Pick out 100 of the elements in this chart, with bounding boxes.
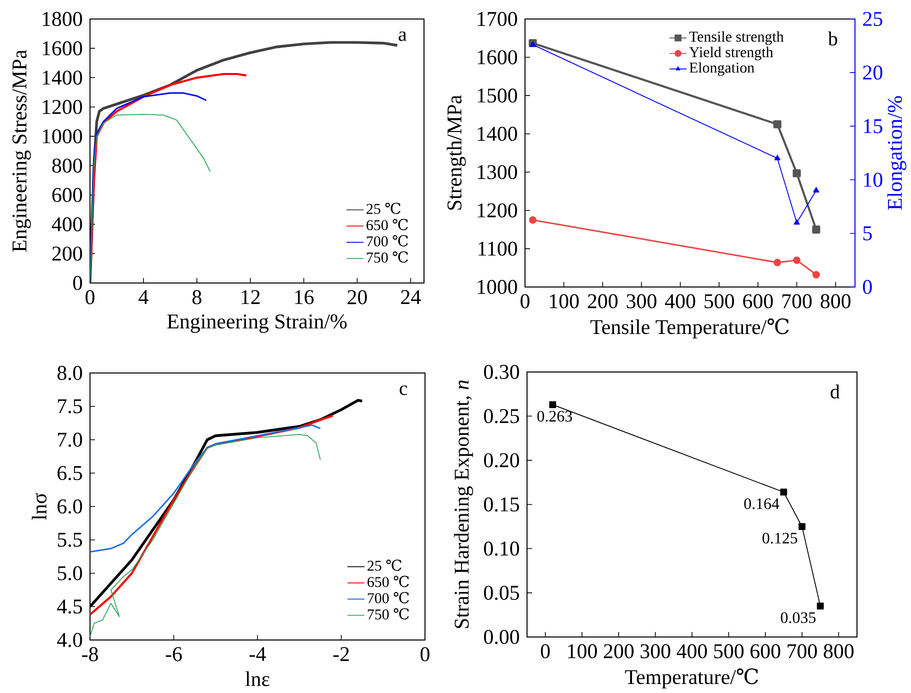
legend-label: Yield strength <box>689 46 774 60</box>
y-axis-title: Strength/MPa <box>446 95 466 210</box>
x-tick-label: 0 <box>520 294 530 308</box>
x-axis-title: Temperature/℃ <box>625 668 758 688</box>
x-tick-label: 12 <box>242 290 260 304</box>
y-tick-label: 1600 <box>42 41 82 56</box>
x-tick-label: 24 <box>401 290 421 304</box>
x-tick-label: 700 <box>782 294 812 308</box>
x-tick-label: 20 <box>348 290 367 304</box>
x-tick-label: 100 <box>568 644 597 658</box>
point <box>816 602 824 610</box>
x-tick-label: 200 <box>588 294 618 308</box>
y-tick-label: 0.20 <box>484 453 520 468</box>
y-tick-label: 200 <box>52 246 82 261</box>
point <box>774 258 782 266</box>
y-tick-label: 5.0 <box>58 566 82 580</box>
y-tick-label: 1400 <box>478 126 518 141</box>
x-tick-label: 800 <box>824 644 854 658</box>
y-tick-label: 0.25 <box>484 409 520 424</box>
y2-tick-label: 25 <box>863 12 882 26</box>
y-tick-label: 5.5 <box>58 532 82 547</box>
line-series <box>90 424 322 553</box>
y-tick-label: 1400 <box>42 70 82 85</box>
y2-axis-title: Elongation/% <box>887 96 906 210</box>
y-tick-label: 1500 <box>478 88 518 103</box>
legend-label: 700 ℃ <box>368 592 409 604</box>
y-tick-label: 0 <box>73 276 82 290</box>
point <box>813 187 820 192</box>
y-axis-title: Engineering Stress/MPa <box>12 50 31 252</box>
y-tick-label: 1000 <box>478 280 518 294</box>
legend-label: 750 ℃ <box>366 251 408 263</box>
x-tick-label: 500 <box>714 644 744 658</box>
data-label: 0.035 <box>780 612 816 624</box>
y-tick-label: 7.5 <box>58 399 82 414</box>
x-axis-title: Tensile Temperature/℃ <box>590 318 789 338</box>
x-tick-label: 0 <box>540 644 550 658</box>
x-tick-label: 300 <box>626 294 656 308</box>
point <box>774 154 780 160</box>
legend-label: 25 ℃ <box>368 560 402 571</box>
x-tick-label: 16 <box>295 290 314 304</box>
y2-tick-label: 5 <box>863 226 872 240</box>
point <box>798 523 806 530</box>
y-tick-label: 4.5 <box>57 600 82 614</box>
point <box>812 270 820 278</box>
y-tick-label: 1000 <box>42 129 82 144</box>
x-tick-label: 100 <box>550 294 579 308</box>
point <box>780 488 788 496</box>
y-tick-label: 1800 <box>42 12 82 26</box>
y2-tick-label: 0 <box>862 280 872 294</box>
data-label: 0.164 <box>744 498 780 510</box>
point <box>549 401 556 408</box>
x-tick-label: 400 <box>676 644 707 658</box>
y-tick-label: 6.5 <box>58 466 82 480</box>
y-tick-label: 400 <box>52 217 82 232</box>
y-tick-label: 1300 <box>478 165 518 180</box>
point <box>812 226 820 234</box>
x-axis-title: Engineering Strain/% <box>167 314 347 333</box>
legend-label: 650 ℃ <box>366 218 408 230</box>
x-tick-label: 600 <box>743 294 773 308</box>
x-tick-label: 4 <box>138 290 148 304</box>
y-tick-label: 4.0 <box>57 632 82 648</box>
annotation: c <box>400 385 408 396</box>
y-tick-label: 1200 <box>42 100 82 114</box>
x-tick-label: 200 <box>604 644 634 658</box>
data-label: 0.263 <box>537 410 572 422</box>
legend-label: 700 ℃ <box>366 235 408 246</box>
x-tick-label: 800 <box>820 294 850 308</box>
y-tick-label: 0.00 <box>484 630 520 644</box>
y-tick-label: 6.0 <box>58 499 82 514</box>
y-tick-label: 600 <box>52 188 82 202</box>
legend-label: 25 ℃ <box>366 202 400 214</box>
line-series <box>90 434 321 638</box>
x-tick-label: 700 <box>788 644 817 658</box>
x-tick-label: -6 <box>166 647 182 662</box>
y-tick-label: 1700 <box>478 12 518 26</box>
y-tick-label: 8.0 <box>57 366 82 380</box>
x-tick-label: 0 <box>86 290 94 304</box>
x-axis-title: lnε <box>245 671 270 686</box>
legend-label: 750 ℃ <box>368 608 409 620</box>
point <box>529 216 537 224</box>
y-axis-title: Strain Hardening Exponent, n <box>454 380 474 628</box>
x-tick-label: 300 <box>640 644 670 658</box>
y-tick-label: 0.10 <box>484 542 520 556</box>
annotation: d <box>830 384 840 398</box>
y-tick-label: 1600 <box>478 50 518 64</box>
y-tick-label: 1100 <box>478 242 518 256</box>
y2-tick-label: 15 <box>864 119 882 134</box>
y-tick-label: 1200 <box>478 203 518 218</box>
x-tick-label: 600 <box>750 644 780 658</box>
annotation: a <box>398 31 407 41</box>
point <box>793 256 801 264</box>
x-tick-label: -8 <box>82 647 98 662</box>
y-tick-label: 0.15 <box>484 497 520 512</box>
y-tick-label: 800 <box>52 158 82 173</box>
point <box>773 120 782 128</box>
point <box>794 219 800 225</box>
point <box>792 169 801 178</box>
y-tick-label: 0.05 <box>484 586 520 600</box>
legend-label: 650 ℃ <box>368 576 409 588</box>
x-tick-label: 0 <box>420 647 430 662</box>
